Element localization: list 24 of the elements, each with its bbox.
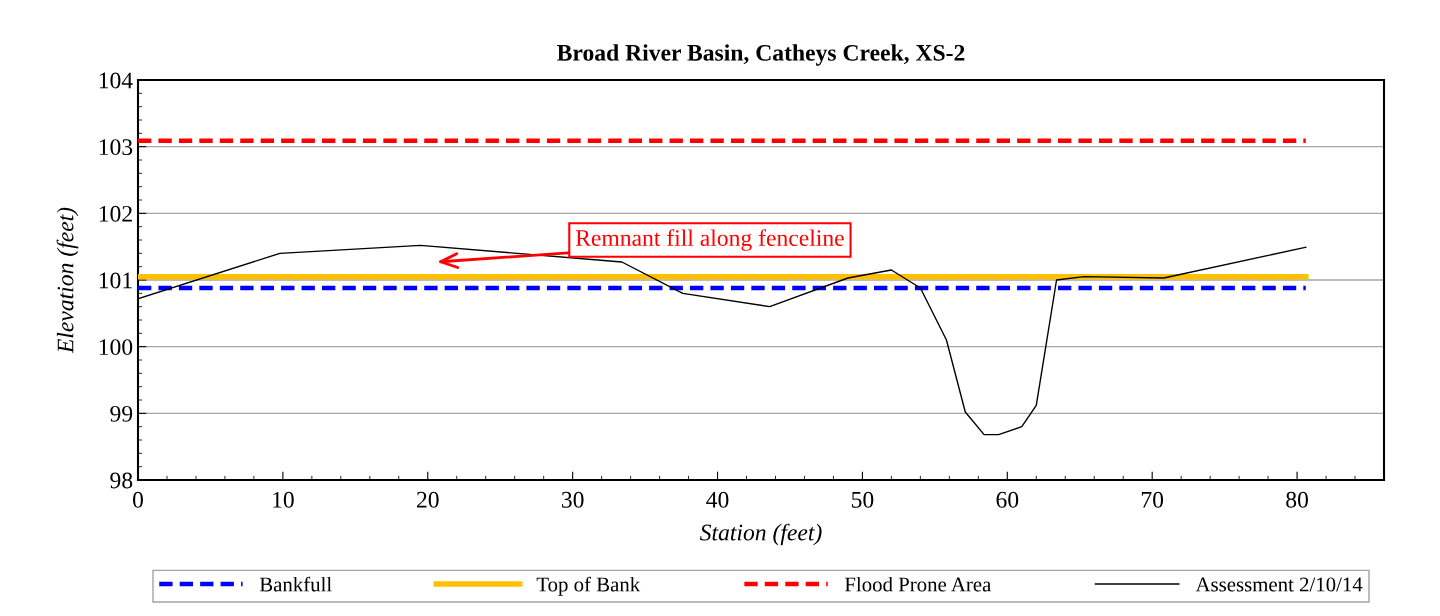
- y-tick-label: 101: [99, 272, 132, 289]
- x-tick-label: 70: [1141, 491, 1164, 508]
- y-tick-label: 103: [99, 139, 133, 156]
- y-tick-label: 100: [99, 339, 133, 356]
- x-tick-label: 50: [851, 491, 874, 508]
- legend-label: Top of Bank: [536, 576, 641, 596]
- y-tick-label: 99: [110, 405, 133, 422]
- x-tick-label: 60: [996, 491, 1019, 508]
- x-tick-label: 10: [273, 491, 294, 508]
- y-axis-title: Elevation (feet): [56, 207, 79, 354]
- annotation: Remnant fill along fenceline: [575, 229, 844, 251]
- x-axis-title: Station (feet): [699, 523, 822, 546]
- y-tick-label: 104: [99, 72, 133, 89]
- legend-label: Assessment 2/10/14: [1195, 577, 1363, 592]
- chart-title: Broad River Basin, Catheys Creek, XS-2: [557, 44, 965, 66]
- legend-label: Flood Prone Area: [844, 576, 992, 592]
- x-tick-label: 0: [133, 491, 143, 508]
- y-tick-label: 98: [110, 472, 133, 489]
- x-tick-label: 20: [417, 491, 439, 508]
- x-tick-label: 30: [561, 491, 584, 508]
- legend-label: Bankfull: [259, 576, 332, 592]
- x-tick-label: 80: [1286, 491, 1308, 508]
- y-tick-label: 102: [99, 205, 132, 222]
- x-tick-label: 40: [706, 491, 729, 508]
